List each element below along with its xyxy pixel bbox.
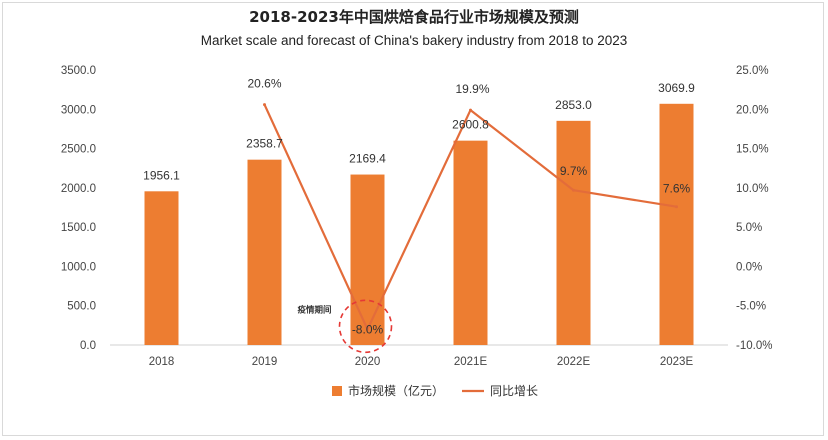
- growth-value-label: 19.9%: [455, 82, 489, 96]
- growth-point: [675, 205, 678, 208]
- bar-series: [145, 104, 694, 345]
- y-right-tick-label: 10.0%: [736, 183, 769, 195]
- bar-value-label: 3069.9: [658, 81, 695, 95]
- legend-bar-label: 市场规模（亿元）: [348, 383, 444, 398]
- chart-canvas: 0.0 500.0 1000.0 1500.0 2000.0 2500.0 3000.0 35…: [0, 0, 828, 440]
- bar: [351, 175, 385, 345]
- growth-point: [572, 189, 575, 192]
- bar-value-label: 2358.7: [246, 137, 283, 151]
- y-left-tick-label: 2000.0: [61, 183, 96, 195]
- y-left-tick-label: 1000.0: [61, 261, 96, 273]
- y-left-tick-label: 0.0: [80, 340, 96, 352]
- y-left-tick-label: 500.0: [67, 301, 96, 313]
- growth-value-label: 9.7%: [560, 164, 588, 178]
- x-tick-label: 2020: [355, 356, 381, 368]
- bar: [660, 104, 694, 345]
- bar: [145, 191, 179, 345]
- y-right-tick-label: 0.0%: [736, 261, 762, 273]
- y-left-tick-label: 2500.0: [61, 144, 96, 156]
- bar: [557, 121, 591, 345]
- bar-value-label: 2853.0: [555, 98, 592, 112]
- y-right-tick-label: 5.0%: [736, 222, 762, 234]
- legend-line-label: 同比增长: [490, 384, 538, 398]
- annotation-text: 疫情期间: [297, 304, 331, 314]
- y-right-tick-label: 25.0%: [736, 65, 769, 77]
- growth-value-label: 20.6%: [247, 77, 281, 91]
- x-tick-label: 2022E: [557, 356, 591, 368]
- y-right-tick-label: -10.0%: [736, 340, 772, 352]
- y-right-tick-label: 15.0%: [736, 144, 769, 156]
- y-right-tick-label: -5.0%: [736, 301, 766, 313]
- data-labels: 1956.1 2358.7 2169.4 2600.8 2853.0 3069.9 20.6…: [143, 77, 695, 337]
- bar-value-label: 1956.1: [143, 168, 180, 182]
- growth-point: [263, 103, 266, 106]
- x-tick-label: 2021E: [454, 356, 488, 368]
- y-left-tick-label: 3500.0: [61, 65, 96, 77]
- growth-value-label: -8.0%: [352, 322, 384, 336]
- legend: 市场规模（亿元） 同比增长: [332, 383, 538, 398]
- bar-value-label: 2169.4: [349, 152, 386, 166]
- y-left-tick-label: 3000.0: [61, 104, 96, 116]
- y-left-tick-label: 1500.0: [61, 222, 96, 234]
- x-tick-label: 2018: [149, 356, 175, 368]
- growth-value-label: 7.6%: [663, 182, 691, 196]
- growth-point: [469, 109, 472, 112]
- legend-bar-swatch: [332, 386, 342, 396]
- bar: [248, 160, 282, 345]
- bar-value-label: 2600.8: [452, 118, 489, 132]
- y-right-tick-label: 20.0%: [736, 104, 769, 116]
- x-tick-label: 2023E: [660, 356, 694, 368]
- x-tick-label: 2019: [252, 356, 278, 368]
- bar: [454, 141, 488, 345]
